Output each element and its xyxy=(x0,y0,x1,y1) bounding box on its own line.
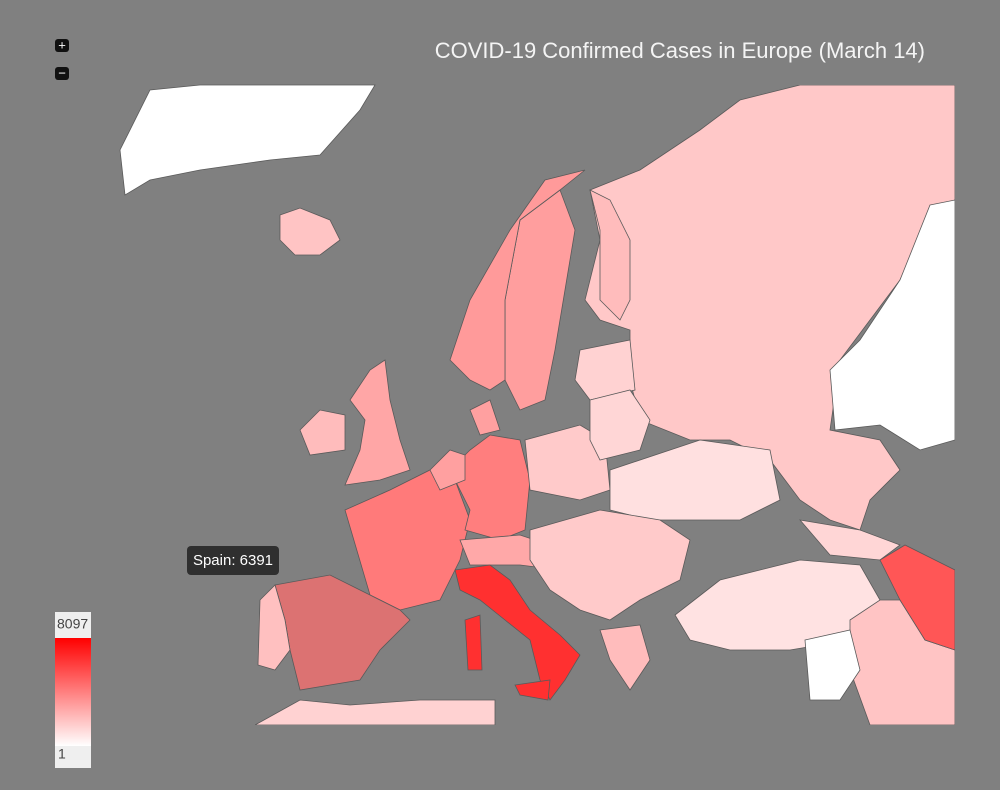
legend-gradient xyxy=(55,638,91,746)
portugal[interactable] xyxy=(257,584,291,671)
greenland[interactable] xyxy=(119,84,376,196)
tooltip-text: Spain: 6391 xyxy=(193,552,273,569)
germany[interactable] xyxy=(449,434,531,541)
legend-min: 1 xyxy=(58,746,66,762)
iceland[interactable] xyxy=(279,207,341,256)
sardinia[interactable] xyxy=(464,614,483,671)
iraq[interactable] xyxy=(849,599,955,725)
legend-max: 8097 xyxy=(57,616,88,632)
zoom-controls: + − xyxy=(55,37,69,80)
kazakhstan[interactable] xyxy=(829,199,955,451)
countries xyxy=(119,84,955,725)
finland[interactable] xyxy=(589,189,631,321)
ukraine[interactable] xyxy=(609,439,781,521)
united-kingdom[interactable] xyxy=(344,359,411,486)
balkans[interactable] xyxy=(529,509,691,621)
north-africa[interactable] xyxy=(255,699,496,725)
caucasus[interactable] xyxy=(798,519,901,561)
tooltip: Spain: 6391 xyxy=(187,546,279,575)
zoom-in-label[interactable]: + xyxy=(58,37,66,52)
legend: 8097 1 xyxy=(55,612,91,768)
norway[interactable] xyxy=(449,169,586,391)
tooltip-box xyxy=(187,546,279,575)
zoom-out-button[interactable] xyxy=(55,67,69,80)
belarus[interactable] xyxy=(589,389,651,461)
map-title: COVID-19 Confirmed Cases in Europe (Marc… xyxy=(435,38,925,63)
greece[interactable] xyxy=(599,624,651,691)
benelux[interactable] xyxy=(429,449,466,491)
iran[interactable] xyxy=(879,544,955,651)
syria[interactable] xyxy=(804,629,861,701)
zoom-in-button[interactable] xyxy=(55,39,69,52)
zoom-out-label[interactable]: − xyxy=(58,65,66,80)
denmark[interactable] xyxy=(469,399,501,436)
sicily[interactable] xyxy=(514,679,551,701)
italy[interactable] xyxy=(454,564,581,701)
ireland[interactable] xyxy=(299,409,346,456)
